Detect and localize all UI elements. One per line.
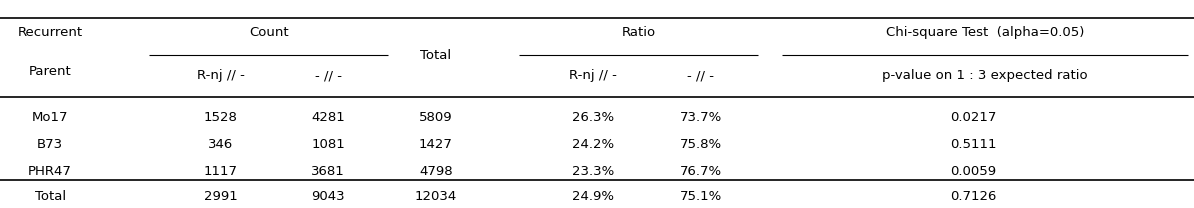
Text: 24.2%: 24.2% — [572, 138, 615, 151]
Text: Mo17: Mo17 — [32, 111, 68, 124]
Text: Total: Total — [420, 49, 451, 62]
Text: Chi-square Test  (alpha=0.05): Chi-square Test (alpha=0.05) — [886, 26, 1084, 39]
Text: PHR47: PHR47 — [29, 165, 72, 178]
Text: 4281: 4281 — [312, 111, 345, 124]
Text: 9043: 9043 — [312, 190, 345, 203]
Text: Recurrent: Recurrent — [18, 26, 82, 39]
Text: - // -: - // - — [688, 69, 714, 82]
Text: 0.0059: 0.0059 — [950, 165, 996, 178]
Text: B73: B73 — [37, 138, 63, 151]
Text: 0.5111: 0.5111 — [950, 138, 996, 151]
Text: 1117: 1117 — [204, 165, 238, 178]
Text: 76.7%: 76.7% — [679, 165, 722, 178]
Text: R-nj // -: R-nj // - — [570, 69, 617, 82]
Text: 5809: 5809 — [419, 111, 453, 124]
Text: 73.7%: 73.7% — [679, 111, 722, 124]
Text: 0.0217: 0.0217 — [950, 111, 996, 124]
Text: 0.7126: 0.7126 — [950, 190, 996, 203]
Text: 26.3%: 26.3% — [572, 111, 615, 124]
Text: 1528: 1528 — [204, 111, 238, 124]
Text: Count: Count — [248, 26, 289, 39]
Text: R-nj // -: R-nj // - — [197, 69, 245, 82]
Text: - // -: - // - — [315, 69, 341, 82]
Text: 1427: 1427 — [419, 138, 453, 151]
Text: 23.3%: 23.3% — [572, 165, 615, 178]
Text: 75.1%: 75.1% — [679, 190, 722, 203]
Text: Parent: Parent — [29, 65, 72, 78]
Text: 12034: 12034 — [414, 190, 457, 203]
Text: 2991: 2991 — [204, 190, 238, 203]
Text: 75.8%: 75.8% — [679, 138, 722, 151]
Text: Ratio: Ratio — [622, 26, 656, 39]
Text: 3681: 3681 — [312, 165, 345, 178]
Text: 1081: 1081 — [312, 138, 345, 151]
Text: 24.9%: 24.9% — [572, 190, 615, 203]
Text: p-value on 1 : 3 expected ratio: p-value on 1 : 3 expected ratio — [882, 69, 1088, 82]
Text: 346: 346 — [208, 138, 234, 151]
Text: 4798: 4798 — [419, 165, 453, 178]
Text: Total: Total — [35, 190, 66, 203]
